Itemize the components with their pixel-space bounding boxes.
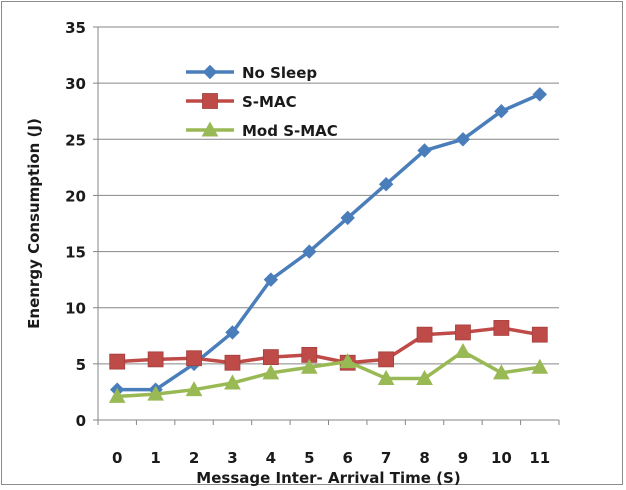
data-point (263, 272, 279, 287)
data-point (224, 354, 241, 371)
data-point (300, 358, 318, 374)
legend-item: No Sleep (186, 64, 317, 82)
data-point (262, 349, 279, 366)
y-tick-label: 30 (65, 75, 86, 93)
y-tick-labels: 0 5 10 15 20 25 30 35 (65, 19, 86, 430)
x-tick-label: 10 (491, 449, 512, 467)
legend-item: Mod S-MAC (186, 121, 338, 140)
data-point (108, 387, 126, 403)
data-point (339, 353, 357, 369)
x-tick-label: 5 (304, 449, 314, 467)
data-point (378, 351, 395, 368)
data-point (455, 324, 471, 341)
data-point (147, 385, 164, 401)
x-tick-label: 9 (458, 449, 468, 467)
x-tick-label: 11 (529, 449, 550, 467)
data-point (416, 326, 433, 343)
series-2 (109, 320, 548, 371)
data-point (186, 350, 202, 367)
gridlines (98, 26, 559, 365)
data-point (416, 369, 433, 385)
x-tick-label: 8 (419, 449, 429, 467)
legend-label: S-MAC (242, 93, 297, 111)
data-point (224, 374, 241, 390)
y-axis-label: Enenrgy Consumption (J) (25, 118, 43, 329)
legend-label: Mod S-MAC (242, 122, 338, 140)
y-tick-label: 35 (65, 19, 86, 37)
x-tick-label: 1 (150, 449, 160, 467)
legend-label: No Sleep (242, 64, 317, 82)
legend-item: S-MAC (186, 93, 297, 111)
x-tick-label: 4 (266, 449, 276, 467)
legend-marker (201, 121, 219, 137)
x-tick-label: 0 (112, 449, 122, 467)
data-point (147, 351, 164, 368)
data-point (340, 210, 355, 226)
series-group (108, 87, 549, 403)
y-tick-label: 5 (76, 356, 86, 374)
legend-marker (202, 64, 218, 80)
data-point (377, 369, 395, 385)
y-tick-label: 10 (65, 300, 86, 318)
data-point (493, 364, 510, 380)
data-point (455, 132, 471, 147)
legend-marker (202, 93, 218, 109)
data-point (109, 353, 126, 370)
data-point (302, 244, 317, 259)
series-3 (108, 342, 549, 403)
series-line (117, 92, 541, 392)
x-tick-label: 3 (227, 449, 237, 467)
x-axis-label: Message Inter- Arrival Time (S) (196, 469, 460, 487)
data-point (531, 358, 549, 374)
axes (93, 26, 560, 425)
x-tick-label: 6 (342, 449, 352, 467)
data-point (494, 104, 509, 119)
data-point (417, 143, 432, 158)
x-tick-label: 7 (381, 449, 391, 467)
x-tick-labels: 0 1 2 3 4 5 6 7 8 9 10 11 (112, 449, 550, 467)
data-point (262, 364, 280, 380)
y-tick-label: 25 (65, 131, 86, 149)
data-point (454, 342, 472, 359)
data-point (532, 87, 547, 102)
y-tick-label: 15 (65, 244, 86, 262)
legend: No Sleep S-MAC Mod S-MAC (186, 64, 338, 140)
y-tick-label: 20 (65, 187, 86, 205)
data-point (185, 381, 203, 397)
y-tick-label: 0 (76, 412, 86, 430)
data-point (225, 325, 240, 340)
data-point (378, 176, 394, 192)
x-tick-label: 2 (189, 449, 199, 467)
data-point (531, 326, 548, 343)
data-point (493, 320, 510, 336)
